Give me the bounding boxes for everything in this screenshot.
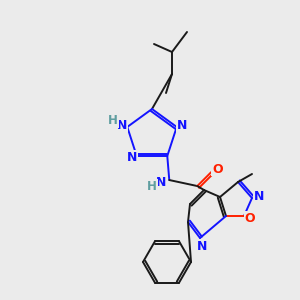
Text: O: O [245, 212, 255, 224]
Text: N: N [197, 239, 207, 253]
Text: N: N [156, 176, 166, 188]
Text: H: H [147, 179, 157, 193]
Text: N: N [127, 151, 137, 164]
Text: O: O [212, 163, 223, 176]
Text: N: N [176, 119, 187, 133]
Text: N: N [117, 119, 128, 133]
Text: N: N [254, 190, 264, 203]
Text: H: H [108, 115, 118, 128]
